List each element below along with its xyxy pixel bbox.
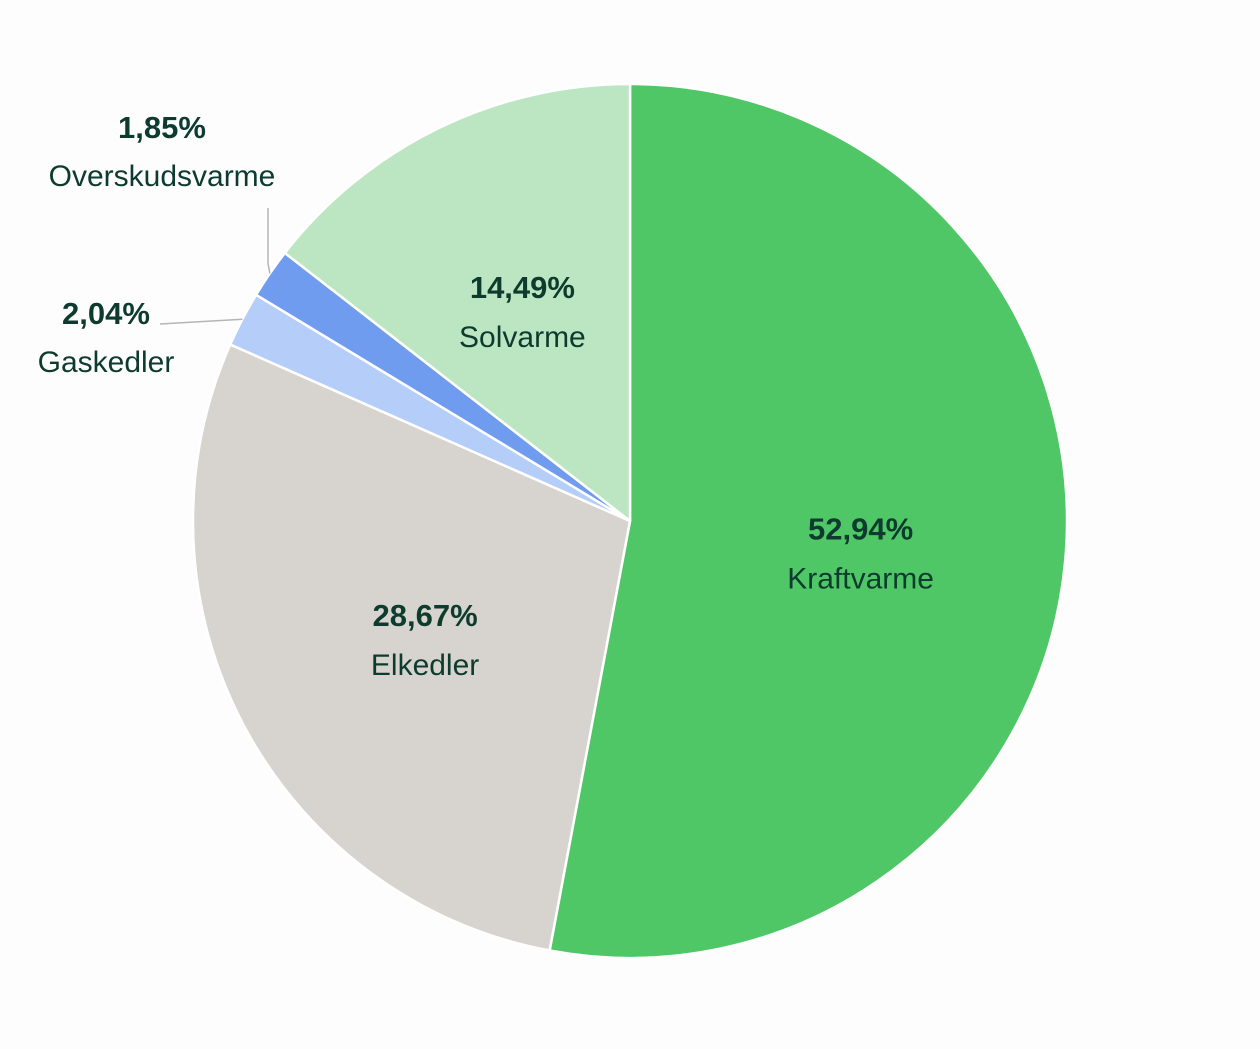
slice-name-label-overskudsvarme: Overskudsvarme: [49, 160, 276, 193]
slice-value-label-overskudsvarme: 1,85%: [118, 110, 206, 145]
slice-value-label-elkedler: 28,67%: [373, 598, 478, 633]
pie-slice-kraftvarme: [548, 82, 1069, 960]
pie-slice-solvarme: [283, 82, 632, 523]
leader-line-gaskedler: [159, 318, 243, 325]
leader-lines-layer: [159, 208, 271, 325]
slice-value-label-kraftvarme: 52,94%: [808, 511, 913, 546]
slice-name-label-kraftvarme: Kraftvarme: [787, 562, 934, 595]
slice-value-label-solvarme: 14,49%: [470, 270, 575, 305]
leader-line-overskudsvarme: [267, 208, 271, 274]
slice-name-label-gaskedler: Gaskedler: [38, 346, 175, 379]
slices-layer: [191, 82, 1069, 960]
slice-name-label-solvarme: Solvarme: [459, 321, 586, 354]
slice-value-label-gaskedler: 2,04%: [62, 296, 150, 331]
pie-slice-elkedler: [191, 343, 632, 952]
labels-layer: 52,94% Kraftvarme 28,67% Elkedler 2,04% Gaske…: [38, 110, 934, 682]
slice-name-label-elkedler: Elkedler: [371, 649, 479, 682]
